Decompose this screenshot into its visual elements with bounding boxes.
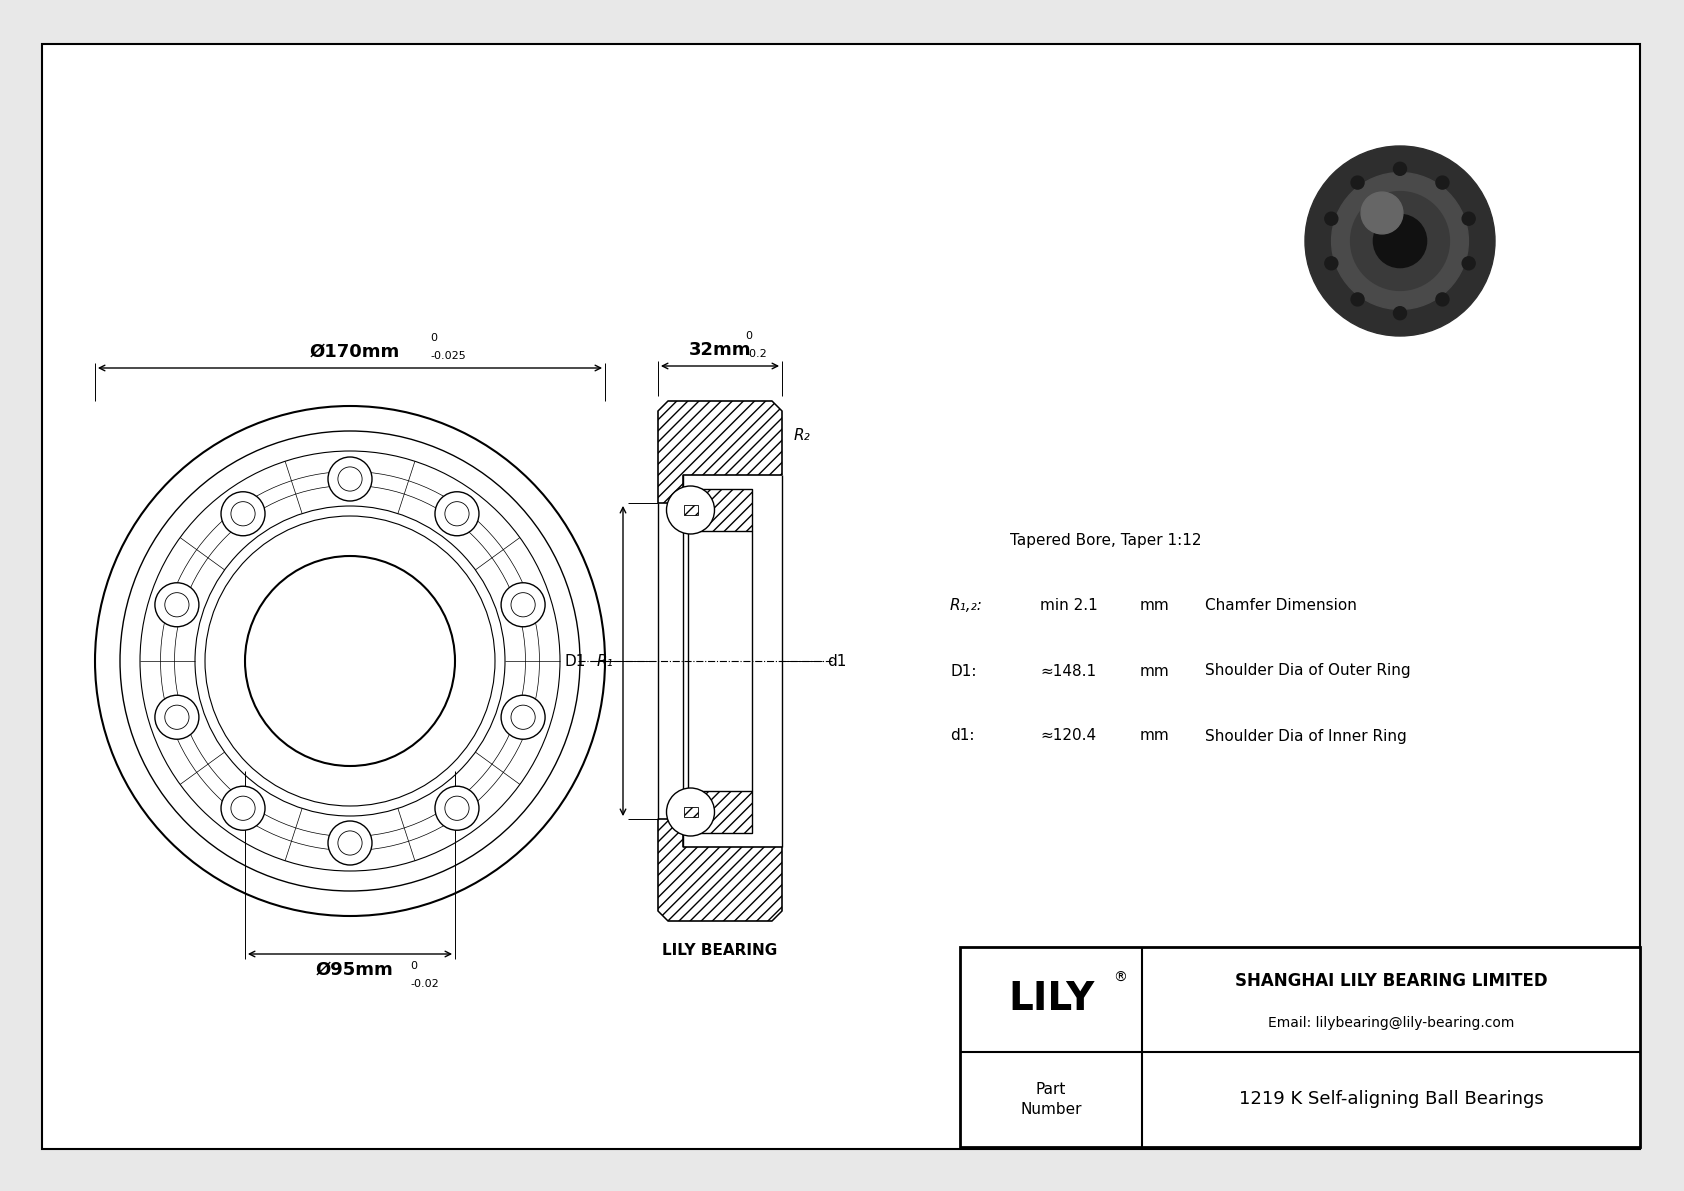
Polygon shape [658, 819, 781, 921]
Text: Shoulder Dia of Inner Ring: Shoulder Dia of Inner Ring [1206, 729, 1406, 743]
Text: LILY: LILY [1009, 980, 1095, 1018]
Circle shape [1351, 293, 1364, 306]
Bar [684, 807, 697, 817]
Text: ≈148.1: ≈148.1 [1041, 663, 1096, 679]
Circle shape [434, 786, 478, 830]
Polygon shape [689, 791, 753, 833]
Circle shape [165, 593, 189, 617]
Text: LILY BEARING: LILY BEARING [662, 943, 778, 958]
Circle shape [667, 486, 714, 534]
Circle shape [434, 492, 478, 536]
Circle shape [155, 696, 199, 740]
Text: mm: mm [1140, 599, 1170, 613]
Text: R₁: R₁ [596, 654, 613, 668]
Circle shape [338, 467, 362, 491]
Circle shape [1462, 212, 1475, 225]
Circle shape [1374, 214, 1426, 268]
Circle shape [165, 705, 189, 729]
Circle shape [1351, 176, 1364, 189]
Text: D1: D1 [564, 654, 586, 668]
Polygon shape [689, 490, 753, 531]
Text: Chamfer Dimension: Chamfer Dimension [1206, 599, 1357, 613]
Bar [684, 505, 697, 515]
Circle shape [1332, 173, 1468, 310]
Circle shape [510, 593, 536, 617]
Circle shape [502, 582, 546, 626]
Circle shape [328, 457, 372, 501]
Text: 0: 0 [429, 333, 438, 343]
Text: SHANGHAI LILY BEARING LIMITED: SHANGHAI LILY BEARING LIMITED [1234, 972, 1548, 990]
Circle shape [510, 705, 536, 729]
Text: D1:: D1: [950, 663, 977, 679]
Text: -0.025: -0.025 [429, 351, 466, 361]
Text: min 2.1: min 2.1 [1041, 599, 1098, 613]
Text: d1: d1 [827, 654, 847, 668]
Circle shape [667, 788, 714, 836]
Circle shape [1393, 307, 1406, 319]
Text: Part
Number: Part Number [1021, 1081, 1081, 1117]
Text: 1219 K Self-aligning Ball Bearings: 1219 K Self-aligning Ball Bearings [1239, 1091, 1543, 1109]
Circle shape [1305, 146, 1495, 336]
Circle shape [1462, 257, 1475, 270]
Text: ®: ® [1113, 971, 1127, 985]
Polygon shape [658, 401, 781, 503]
Circle shape [1393, 162, 1406, 175]
Circle shape [502, 696, 546, 740]
Text: mm: mm [1140, 663, 1170, 679]
Text: Ø95mm: Ø95mm [317, 961, 394, 979]
Circle shape [1436, 293, 1448, 306]
Circle shape [328, 821, 372, 865]
Text: -0.2: -0.2 [744, 349, 766, 358]
Circle shape [1436, 176, 1448, 189]
Text: 0: 0 [409, 961, 418, 971]
Text: ≈120.4: ≈120.4 [1041, 729, 1096, 743]
Text: 0: 0 [744, 331, 753, 341]
Text: Shoulder Dia of Outer Ring: Shoulder Dia of Outer Ring [1206, 663, 1411, 679]
Circle shape [1325, 257, 1337, 270]
Text: R₁,₂:: R₁,₂: [950, 599, 983, 613]
Circle shape [445, 501, 470, 526]
Text: 32mm: 32mm [689, 341, 751, 358]
Text: mm: mm [1140, 729, 1170, 743]
Circle shape [221, 786, 264, 830]
Text: d1:: d1: [950, 729, 975, 743]
Circle shape [338, 831, 362, 855]
Bar [960, 947, 1640, 1147]
Circle shape [445, 796, 470, 821]
Text: Tapered Bore, Taper 1:12: Tapered Bore, Taper 1:12 [1010, 534, 1201, 549]
Text: -0.02: -0.02 [409, 979, 440, 989]
Circle shape [155, 582, 199, 626]
Circle shape [1325, 212, 1337, 225]
Circle shape [1361, 192, 1403, 233]
Circle shape [231, 501, 254, 526]
Text: R₂: R₂ [793, 429, 810, 443]
Circle shape [1351, 192, 1450, 291]
Circle shape [231, 796, 254, 821]
Circle shape [221, 492, 264, 536]
Text: Email: lilybearing@lily-bearing.com: Email: lilybearing@lily-bearing.com [1268, 1016, 1514, 1029]
Text: Ø170mm: Ø170mm [310, 343, 401, 361]
